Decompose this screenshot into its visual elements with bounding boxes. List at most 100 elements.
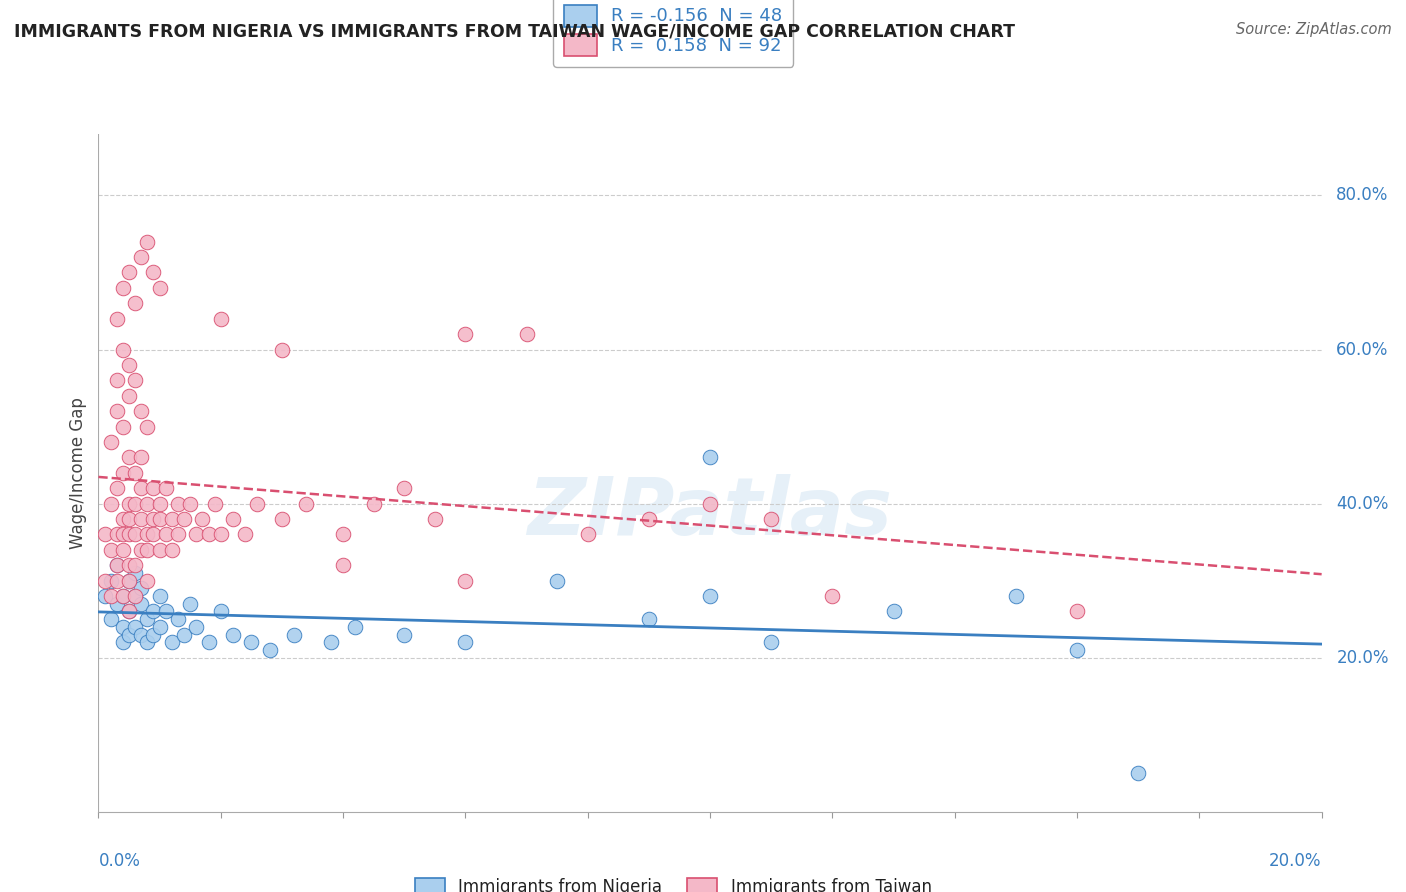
Point bbox=[142, 627, 165, 641]
Text: 40.0%: 40.0% bbox=[1336, 494, 1389, 513]
Point bbox=[179, 497, 201, 511]
Text: ZIPatlas: ZIPatlas bbox=[527, 475, 893, 552]
Point bbox=[124, 527, 146, 541]
Point bbox=[222, 512, 245, 526]
Point bbox=[142, 512, 165, 526]
Point bbox=[100, 574, 122, 588]
Point bbox=[1066, 643, 1088, 657]
Point bbox=[118, 574, 141, 588]
Point bbox=[173, 512, 195, 526]
Point bbox=[124, 497, 146, 511]
Point bbox=[124, 589, 146, 603]
Point bbox=[129, 582, 152, 596]
Point bbox=[105, 481, 128, 495]
Point bbox=[136, 497, 159, 511]
Point bbox=[111, 281, 134, 295]
Point bbox=[124, 466, 146, 480]
Point bbox=[363, 497, 385, 511]
Point bbox=[155, 604, 177, 618]
Point bbox=[100, 612, 122, 626]
Point bbox=[93, 574, 115, 588]
Text: 60.0%: 60.0% bbox=[1336, 341, 1389, 359]
Point bbox=[136, 574, 159, 588]
Point bbox=[637, 512, 661, 526]
Text: 0.0%: 0.0% bbox=[98, 853, 141, 871]
Point bbox=[759, 512, 782, 526]
Point bbox=[129, 597, 152, 611]
Point bbox=[191, 512, 214, 526]
Point bbox=[129, 627, 152, 641]
Point bbox=[423, 512, 446, 526]
Point bbox=[1128, 766, 1150, 780]
Point bbox=[111, 635, 134, 649]
Point bbox=[149, 512, 172, 526]
Point bbox=[118, 389, 141, 403]
Point bbox=[100, 589, 122, 603]
Point bbox=[454, 635, 477, 649]
Point bbox=[637, 612, 661, 626]
Point bbox=[1004, 589, 1026, 603]
Point bbox=[197, 635, 219, 649]
Point bbox=[118, 558, 141, 573]
Point bbox=[111, 512, 134, 526]
Point bbox=[111, 527, 134, 541]
Point bbox=[105, 373, 128, 387]
Point bbox=[332, 527, 354, 541]
Point bbox=[186, 620, 208, 634]
Point bbox=[160, 542, 183, 557]
Point bbox=[155, 481, 177, 495]
Point bbox=[105, 404, 128, 418]
Point bbox=[167, 612, 190, 626]
Point bbox=[155, 527, 177, 541]
Point bbox=[136, 612, 159, 626]
Point bbox=[699, 450, 721, 465]
Point bbox=[1066, 604, 1088, 618]
Point bbox=[344, 620, 367, 634]
Point bbox=[118, 512, 141, 526]
Point bbox=[129, 250, 152, 264]
Point bbox=[136, 542, 159, 557]
Point bbox=[270, 512, 292, 526]
Point bbox=[124, 589, 146, 603]
Point bbox=[246, 497, 269, 511]
Point bbox=[111, 620, 134, 634]
Point bbox=[883, 604, 905, 618]
Point bbox=[142, 265, 165, 279]
Point bbox=[124, 373, 146, 387]
Point bbox=[105, 574, 128, 588]
Point bbox=[186, 527, 208, 541]
Point bbox=[111, 542, 134, 557]
Point bbox=[319, 635, 342, 649]
Point bbox=[93, 527, 115, 541]
Point bbox=[111, 589, 134, 603]
Point bbox=[149, 281, 172, 295]
Point bbox=[699, 497, 721, 511]
Point bbox=[118, 450, 141, 465]
Point bbox=[118, 604, 141, 618]
Point bbox=[259, 643, 281, 657]
Point bbox=[142, 481, 165, 495]
Point bbox=[100, 434, 122, 449]
Point bbox=[124, 558, 146, 573]
Point bbox=[821, 589, 844, 603]
Point bbox=[124, 566, 146, 580]
Point bbox=[149, 589, 172, 603]
Point bbox=[576, 527, 599, 541]
Text: 20.0%: 20.0% bbox=[1270, 853, 1322, 871]
Point bbox=[759, 635, 782, 649]
Point bbox=[118, 497, 141, 511]
Point bbox=[118, 527, 141, 541]
Point bbox=[240, 635, 263, 649]
Point bbox=[142, 604, 165, 618]
Point bbox=[283, 627, 305, 641]
Point bbox=[392, 481, 416, 495]
Point bbox=[136, 527, 159, 541]
Point bbox=[516, 327, 538, 342]
Point bbox=[136, 235, 159, 249]
Point bbox=[129, 404, 152, 418]
Point bbox=[173, 627, 195, 641]
Point bbox=[222, 627, 245, 641]
Point bbox=[111, 466, 134, 480]
Point bbox=[546, 574, 568, 588]
Point bbox=[129, 542, 152, 557]
